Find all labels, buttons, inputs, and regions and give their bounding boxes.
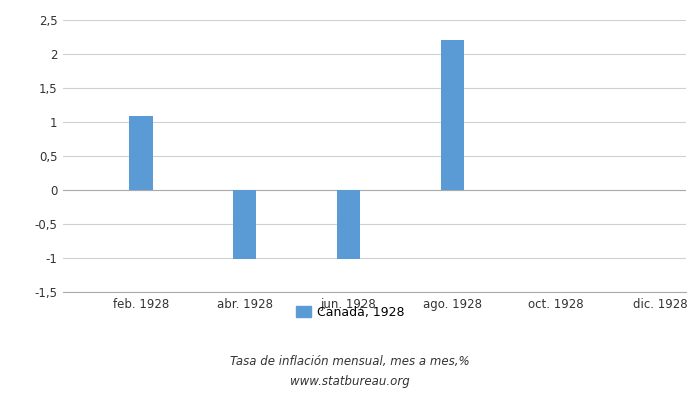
Bar bbox=[441, 40, 464, 190]
Text: Tasa de inflación mensual, mes a mes,%: Tasa de inflación mensual, mes a mes,% bbox=[230, 356, 470, 368]
Legend: Canadá, 1928: Canadá, 1928 bbox=[290, 301, 410, 324]
Bar bbox=[337, 190, 360, 259]
Bar bbox=[130, 116, 153, 190]
Text: www.statbureau.org: www.statbureau.org bbox=[290, 376, 410, 388]
Bar bbox=[233, 190, 256, 259]
